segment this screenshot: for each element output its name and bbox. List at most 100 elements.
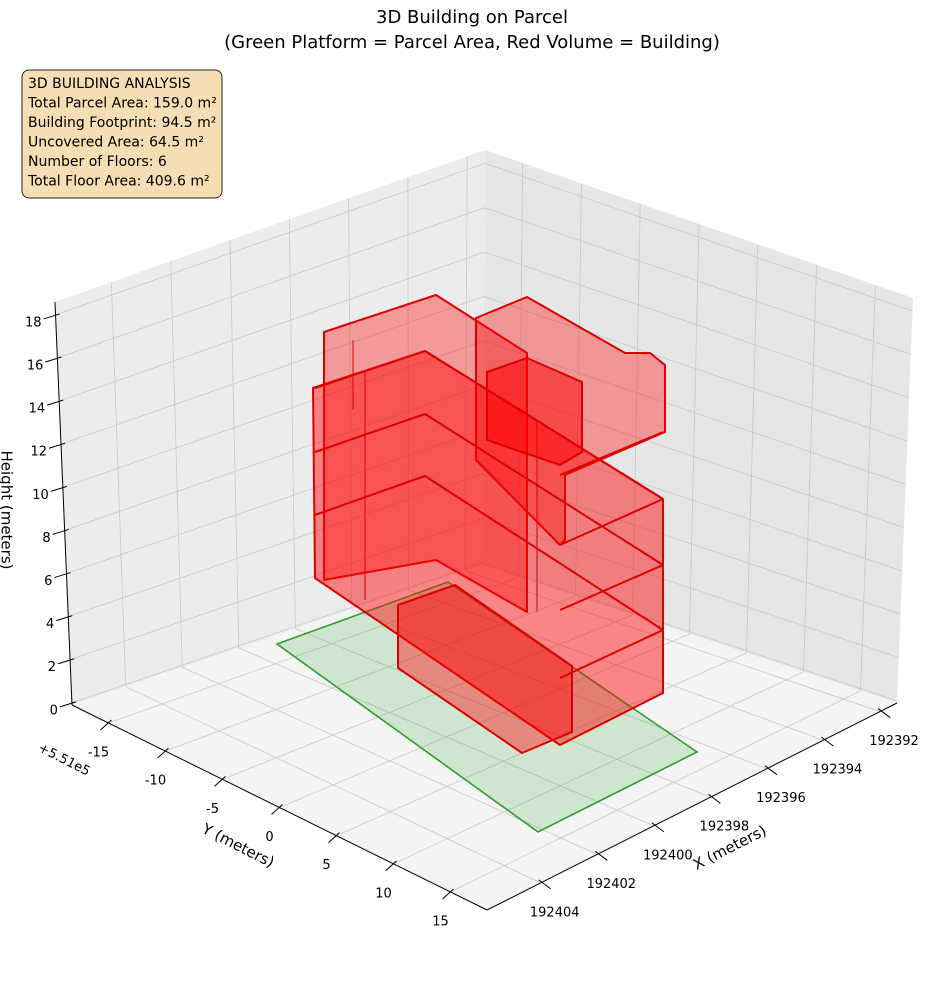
x-tick-label: 192402 <box>586 877 636 892</box>
building <box>312 294 666 754</box>
z-tick-label: 8 <box>42 531 50 546</box>
grid-line <box>57 207 485 359</box>
y-tick-label: -5 <box>206 802 219 817</box>
floor-line <box>314 350 664 500</box>
tick-mark <box>100 719 112 731</box>
building-block <box>397 584 573 754</box>
tick-mark <box>764 765 778 776</box>
tick-mark <box>59 701 77 708</box>
tick-mark <box>821 736 834 747</box>
annotation-line: 3D BUILDING ANALYSIS <box>28 76 191 92</box>
grid-line <box>348 198 353 610</box>
grid-line <box>229 240 240 649</box>
y-offset-label: +5.51e5 <box>36 741 93 780</box>
tick-mark <box>54 572 71 579</box>
grid-line <box>279 633 690 808</box>
grid-line <box>66 429 484 574</box>
x-tick-label: 192404 <box>530 905 580 920</box>
left-pane <box>55 150 485 705</box>
tick-mark <box>271 804 283 815</box>
z-tick-label: 2 <box>48 660 56 675</box>
y-tick-label: 15 <box>432 914 449 929</box>
z-tick-label: 6 <box>44 574 52 589</box>
grid-line <box>59 251 485 402</box>
tick-mark <box>47 399 64 406</box>
tick-mark <box>48 442 66 449</box>
grid-line <box>393 671 804 865</box>
grid-line <box>68 473 483 618</box>
x-tick-label: 192394 <box>813 763 863 778</box>
axis-line <box>54 301 73 706</box>
annotation-line: Uncovered Area: 64.5 m² <box>28 135 204 151</box>
annotation-line: Number of Floors: 6 <box>28 154 167 170</box>
axis-line <box>486 702 898 911</box>
grid-line <box>108 576 519 724</box>
tick-mark <box>214 775 226 787</box>
grid-line <box>860 284 876 691</box>
tick-mark <box>52 528 69 535</box>
tick-mark <box>442 888 454 900</box>
axis-line <box>71 704 488 911</box>
tick-mark <box>157 747 169 759</box>
grid <box>43 156 913 911</box>
grid-line <box>110 282 127 687</box>
grid-line <box>55 162 486 316</box>
grid-line <box>60 296 485 445</box>
floor-line <box>559 564 664 611</box>
x-tick-label: 192398 <box>700 820 750 835</box>
z-tick-label: 12 <box>30 445 47 460</box>
z-tick-label: 10 <box>32 488 49 503</box>
grid-line <box>69 518 483 661</box>
annotation-line: Building Footprint: 94.5 m² <box>28 115 216 131</box>
y-tick-label: -10 <box>145 774 166 789</box>
x-tick-label: 192392 <box>869 734 919 749</box>
grid-line <box>170 261 183 668</box>
z-tick-label: 16 <box>27 359 44 374</box>
z-tick-label: 18 <box>25 315 42 330</box>
tick-mark <box>708 793 721 804</box>
x-tick-label: 192400 <box>643 848 693 863</box>
tick-mark <box>538 879 552 890</box>
y-tick-label: 10 <box>375 886 392 901</box>
grid-line <box>746 244 759 653</box>
y-tick-label: -15 <box>88 746 109 761</box>
building-block <box>486 357 583 466</box>
tick-mark <box>877 708 891 718</box>
z-tick-label: 0 <box>50 703 58 718</box>
chart-subtitle: (Green Platform = Parcel Area, Red Volum… <box>224 32 720 53</box>
grid-line <box>689 223 700 635</box>
chart-title: 3D Building on Parcel <box>376 7 568 28</box>
floor-line <box>314 475 664 631</box>
x-tick-label: 192396 <box>756 791 806 806</box>
grid-line <box>222 614 633 780</box>
floor-line <box>314 413 664 566</box>
tick-mark <box>50 485 67 492</box>
grid-line <box>71 562 483 704</box>
tick-mark <box>594 850 608 861</box>
annotation-box: 3D BUILDING ANALYSIS Total Parcel Area: 1… <box>21 69 223 199</box>
floor-line <box>559 431 664 476</box>
floor-line <box>559 629 664 679</box>
tick-mark <box>328 832 340 844</box>
tick-mark <box>45 356 62 363</box>
grid-line <box>62 340 484 488</box>
tick-mark <box>385 860 397 872</box>
grid-line <box>803 264 817 672</box>
z-tick-label: 4 <box>46 617 54 632</box>
tick-mark <box>56 615 73 622</box>
grid-line <box>288 219 296 629</box>
grid-line <box>64 384 484 531</box>
tick-mark <box>651 822 665 833</box>
z-tick-label: 14 <box>29 402 46 417</box>
z-axis-label: Height (meters) <box>0 451 16 570</box>
floor-pane <box>72 565 897 910</box>
tick-mark <box>43 313 60 320</box>
y-axis-label: Y (meters) <box>198 819 277 871</box>
y-tick-label: 5 <box>322 858 330 873</box>
annotation-bg <box>21 69 223 199</box>
annotation-line: Total Parcel Area: 159.0 m² <box>27 96 217 112</box>
annotation-line: Total Floor Area: 409.6 m² <box>27 174 210 190</box>
parcel <box>275 581 699 833</box>
grid-line <box>450 690 861 893</box>
